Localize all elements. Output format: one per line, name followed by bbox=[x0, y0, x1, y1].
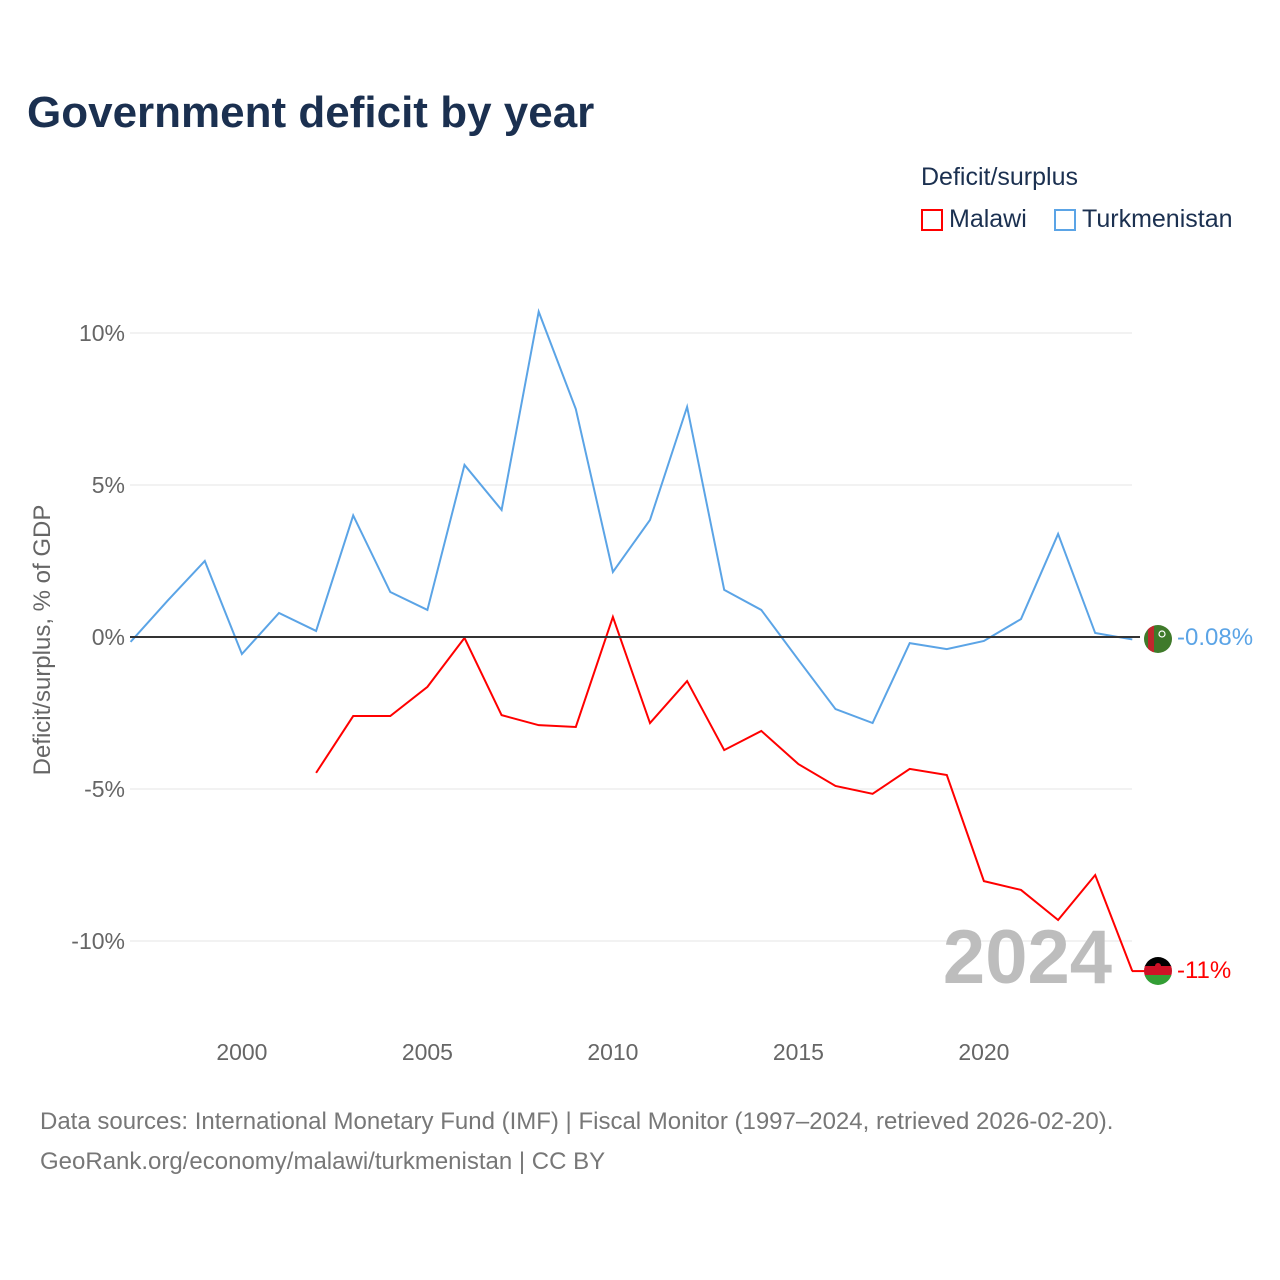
legend-swatch-malawi bbox=[921, 208, 943, 231]
x-tick-label: 2010 bbox=[587, 1039, 638, 1065]
x-tick-label: 2020 bbox=[958, 1039, 1009, 1065]
legend-label: Turkmenistan bbox=[1082, 205, 1233, 233]
y-axis-label: Deficit/surplus, % of GDP bbox=[29, 505, 56, 776]
series-line-turkmenistan bbox=[129, 308, 1133, 725]
y-tick-label: -5% bbox=[84, 776, 125, 802]
source-line-1: Data sources: International Monetary Fun… bbox=[40, 1108, 1114, 1135]
x-tick-label: 2005 bbox=[402, 1039, 453, 1065]
legend-item-malawi[interactable]: Malawi bbox=[921, 205, 1027, 234]
x-tick-label: 2015 bbox=[773, 1039, 824, 1065]
y-tick-label: 0% bbox=[92, 624, 125, 650]
year-watermark: 2024 bbox=[943, 915, 1112, 1000]
x-tick-label: 2000 bbox=[216, 1039, 267, 1065]
chart-title: Government deficit by year bbox=[27, 88, 595, 137]
legend-item-turkmenistan[interactable]: Turkmenistan bbox=[1054, 205, 1233, 234]
legend-title: Deficit/surplus bbox=[921, 163, 1078, 191]
source-line-2[interactable]: GeoRank.org/economy/malawi/turkmenistan … bbox=[40, 1148, 606, 1175]
y-tick-label: -10% bbox=[71, 928, 125, 954]
malawi-flag-icon bbox=[1144, 957, 1172, 985]
legend-swatch-turkmenistan bbox=[1054, 208, 1076, 231]
legend-label: Malawi bbox=[949, 205, 1027, 233]
turkmenistan-flag-icon bbox=[1144, 625, 1172, 653]
y-tick-label: 5% bbox=[92, 472, 125, 498]
turkmenistan-end-label: -0.08% bbox=[1177, 624, 1253, 651]
y-tick-label: 10% bbox=[79, 320, 125, 346]
malawi-end-label: -11% bbox=[1177, 957, 1231, 984]
